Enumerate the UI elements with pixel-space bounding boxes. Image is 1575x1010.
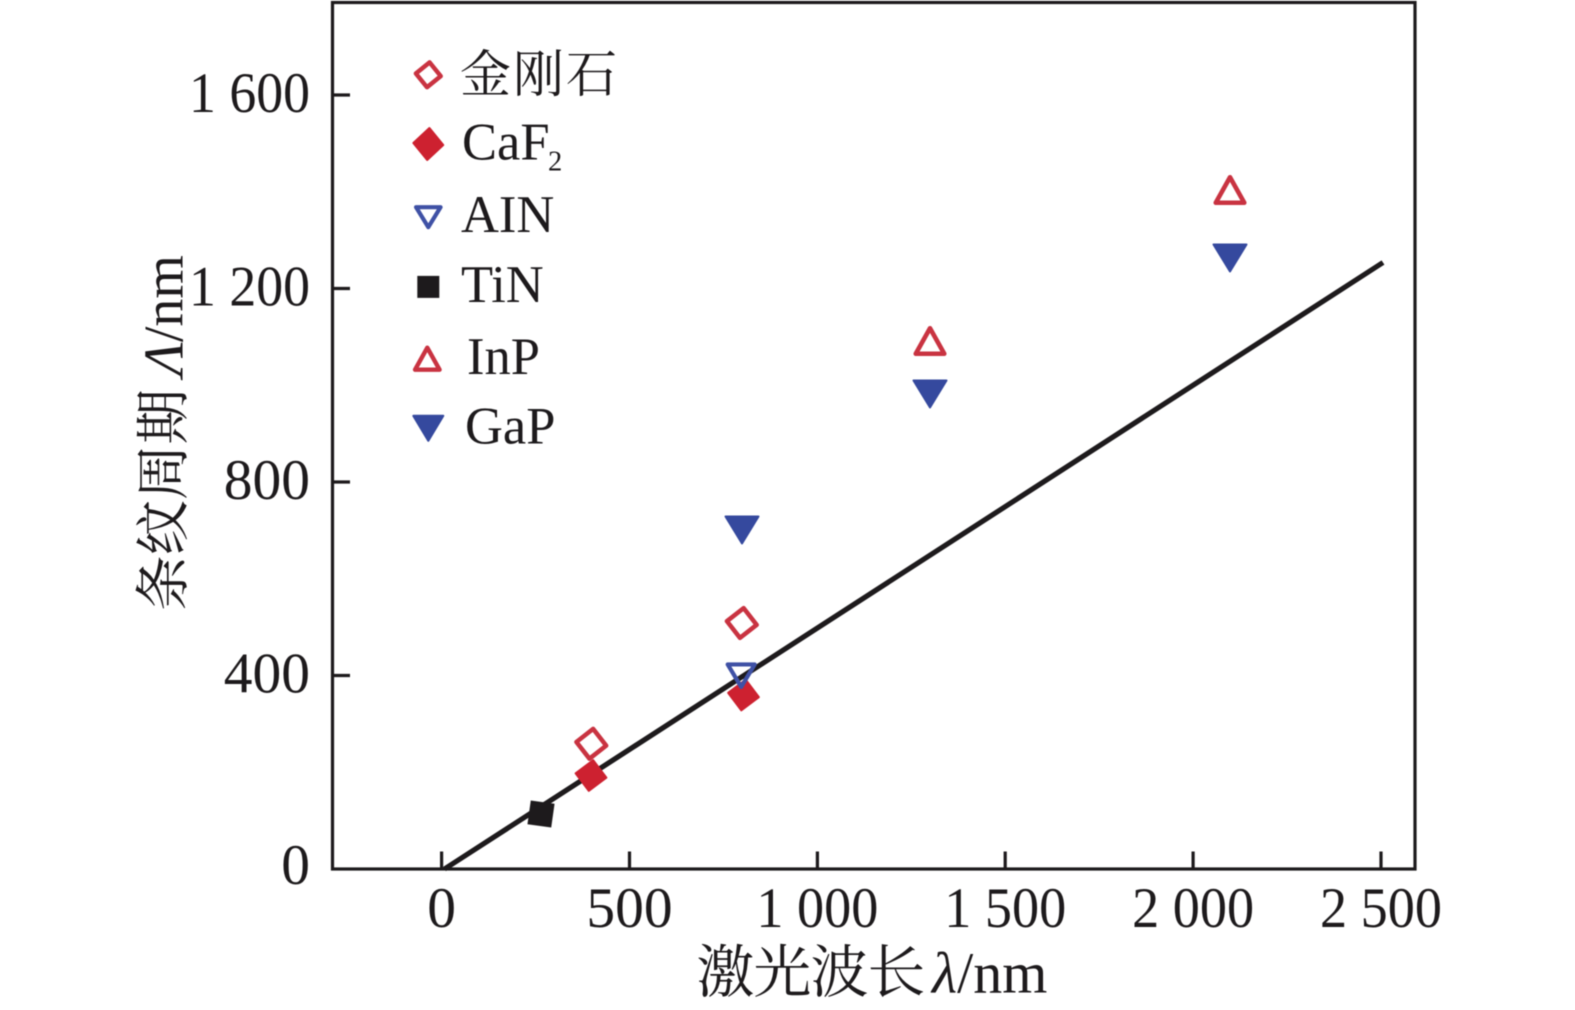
svg-text:InP: InP bbox=[467, 328, 540, 386]
svg-text:2 500: 2 500 bbox=[1320, 877, 1442, 940]
svg-text:TiN: TiN bbox=[461, 256, 544, 314]
svg-text:1 000: 1 000 bbox=[756, 877, 878, 940]
svg-text:1 500: 1 500 bbox=[944, 877, 1066, 940]
svg-text:0: 0 bbox=[281, 834, 310, 897]
svg-text:λ/nm: λ/nm bbox=[930, 940, 1047, 1005]
svg-text:CaF: CaF bbox=[462, 114, 550, 172]
svg-text:0: 0 bbox=[427, 877, 456, 940]
svg-text:1 600: 1 600 bbox=[189, 62, 310, 125]
svg-text:AIN: AIN bbox=[461, 186, 554, 244]
svg-text:2 000: 2 000 bbox=[1132, 877, 1254, 940]
svg-text:500: 500 bbox=[586, 877, 672, 940]
svg-text:1 200: 1 200 bbox=[189, 255, 310, 318]
svg-text:Λ/nm: Λ/nm bbox=[134, 255, 196, 381]
svg-text:400: 400 bbox=[224, 642, 310, 705]
svg-text:2: 2 bbox=[548, 147, 562, 178]
svg-text:GaP: GaP bbox=[465, 398, 555, 456]
svg-text:800: 800 bbox=[224, 449, 310, 512]
